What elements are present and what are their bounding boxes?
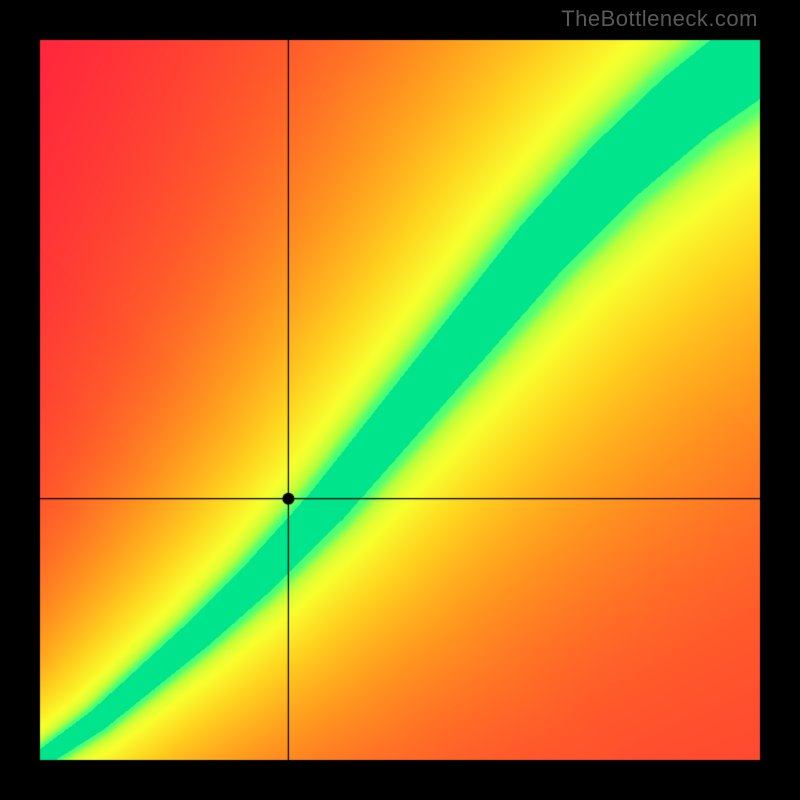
bottleneck-heatmap xyxy=(0,0,800,800)
watermark-text: TheBottleneck.com xyxy=(561,6,758,32)
